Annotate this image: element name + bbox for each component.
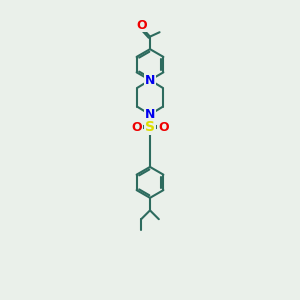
Text: O: O	[131, 121, 142, 134]
Text: N: N	[145, 74, 155, 87]
Text: O: O	[136, 19, 147, 32]
Text: O: O	[158, 121, 169, 134]
Text: N: N	[145, 108, 155, 121]
Text: S: S	[145, 120, 155, 134]
